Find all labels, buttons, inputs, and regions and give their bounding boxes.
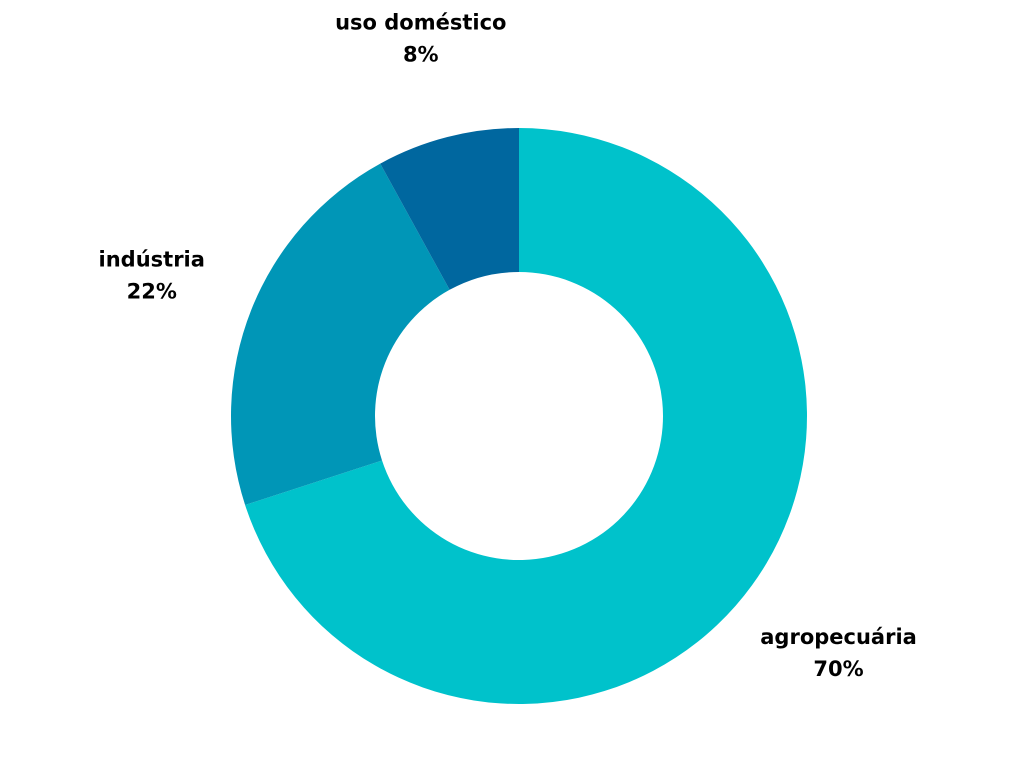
slice-value-industria: 22% [127,280,177,304]
slice-label-agropecuaria: agropecuária [760,625,917,649]
slice-uso-domestico [380,128,519,290]
slice-value-agropecuaria: 70% [813,657,863,681]
slice-label-uso-domestico: uso doméstico [335,10,506,34]
slices-layer [231,128,807,704]
labels-layer: agropecuária 70% indústria 22% uso doméstico… [99,10,917,681]
slice-label-industria: indústria [99,248,205,272]
slice-value-uso-domestico: 8% [403,42,439,66]
slice-agropecuaria [245,128,807,704]
slice-industria [231,163,450,505]
